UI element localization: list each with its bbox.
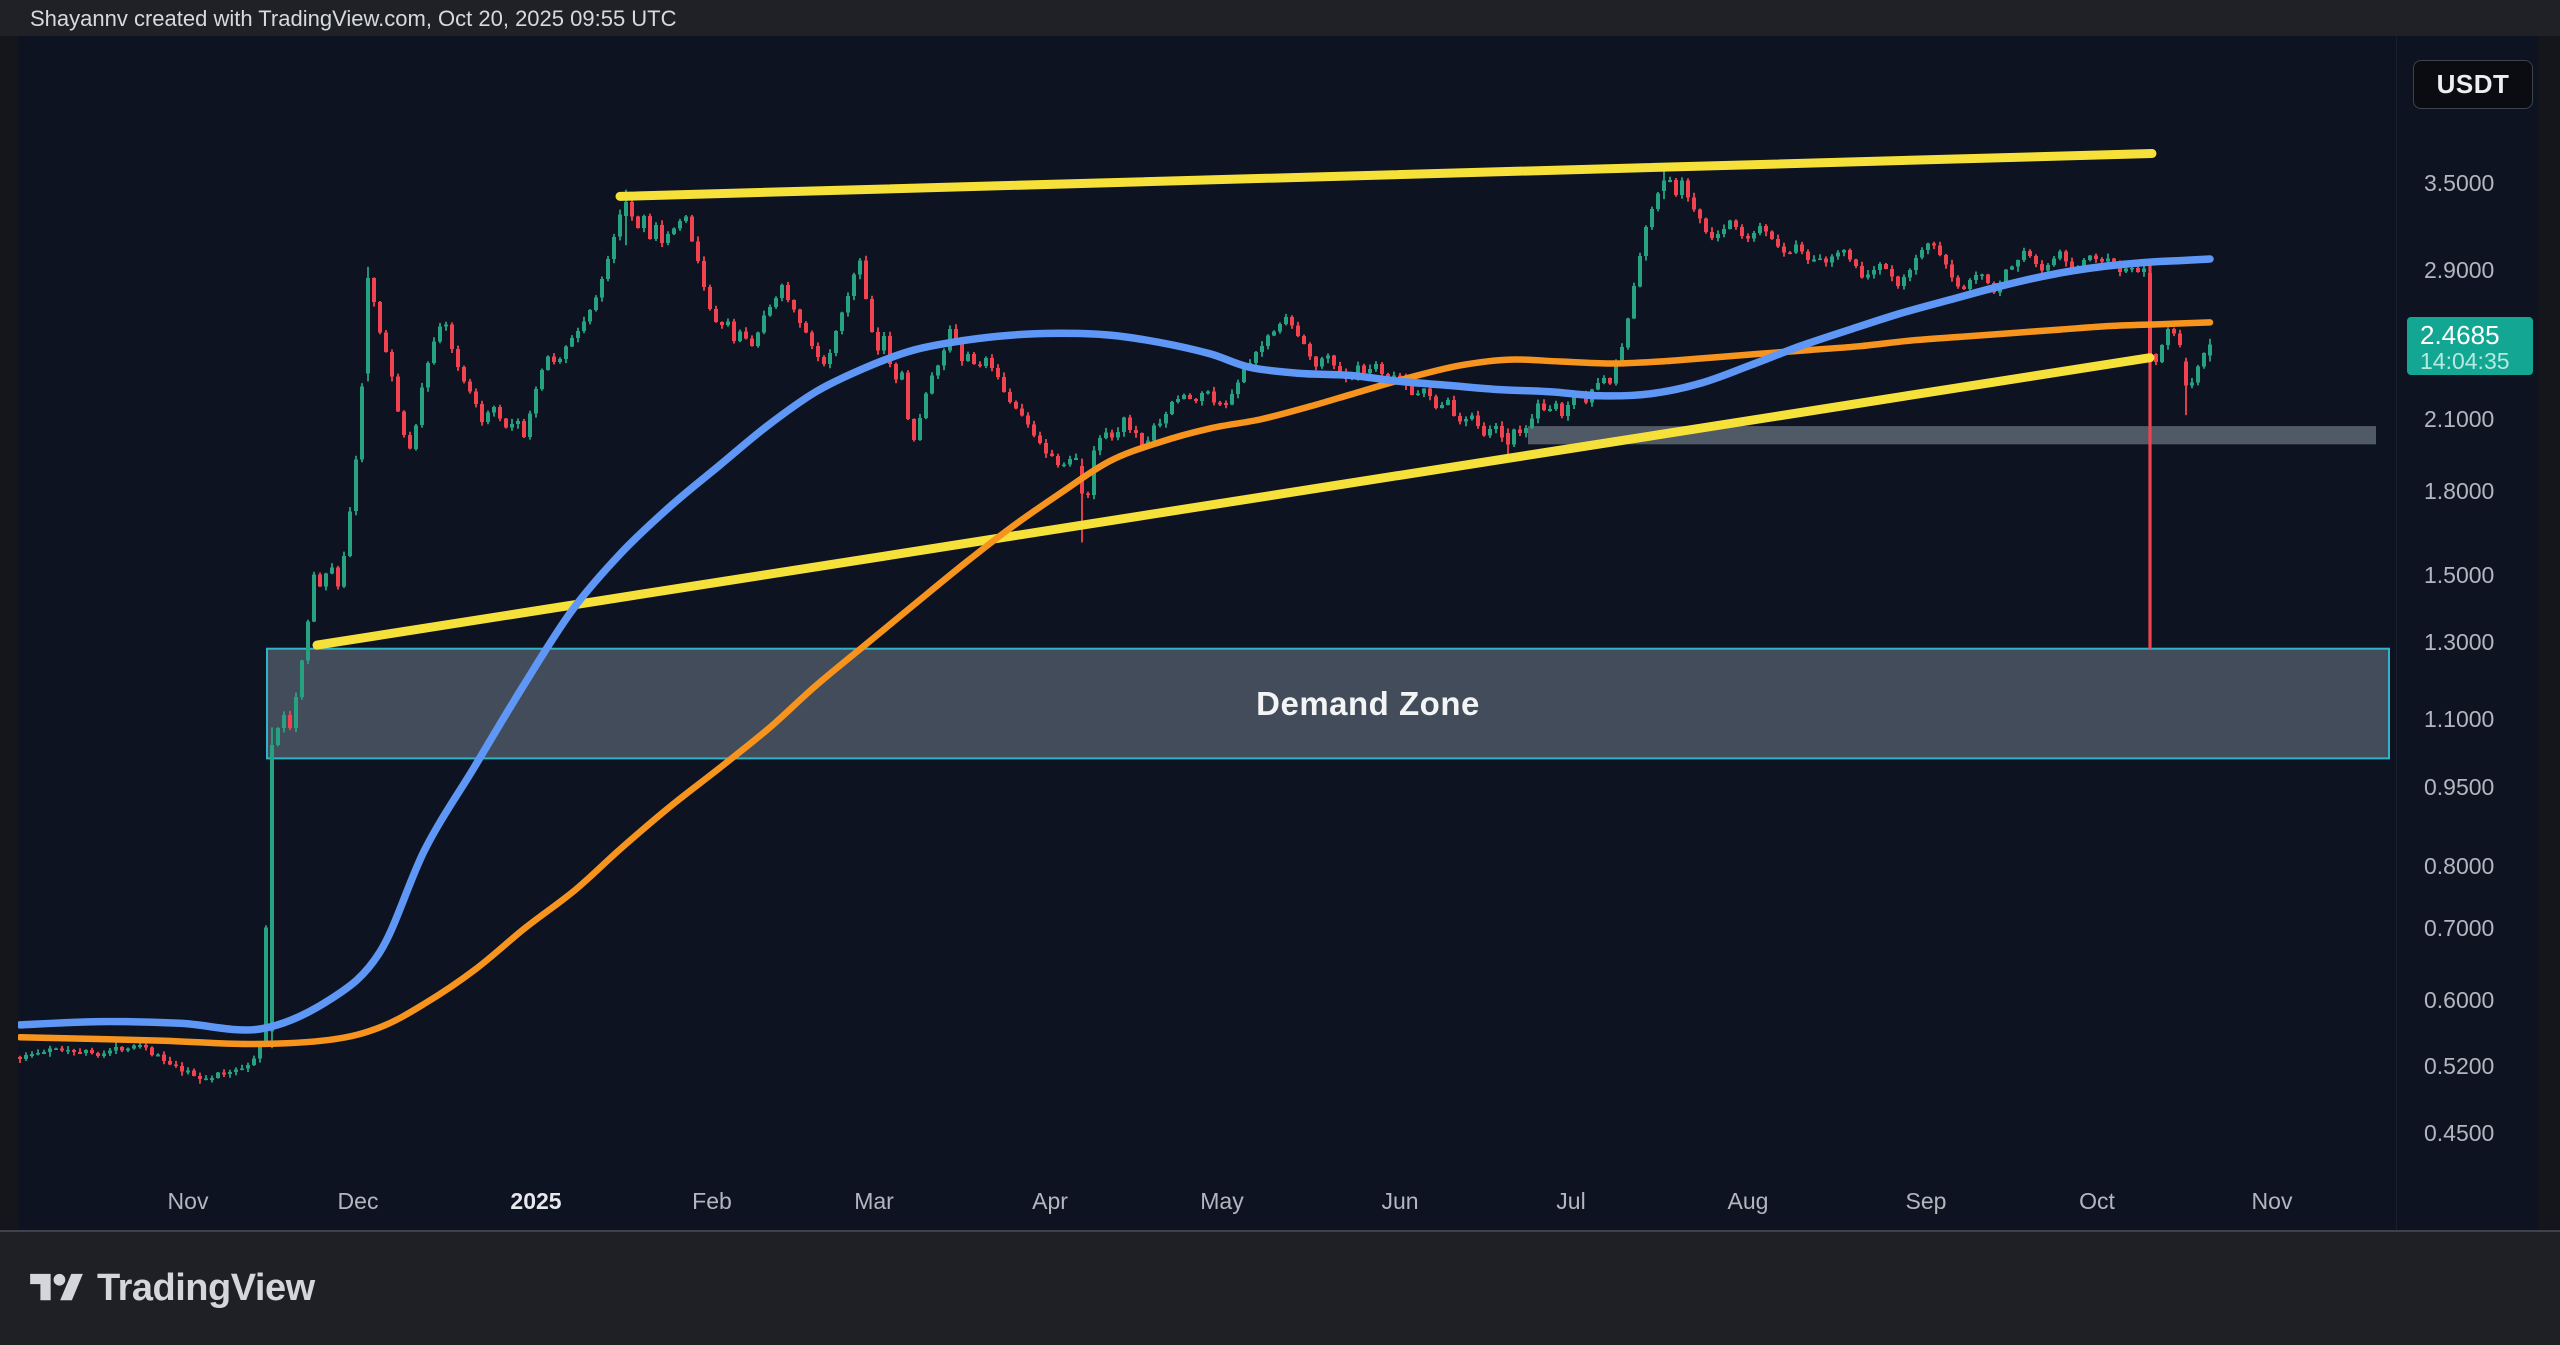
ma-orange-line[interactable] <box>16 319 2214 1048</box>
tradingview-wordmark: TradingView <box>97 1267 315 1309</box>
price-tick-label: 2.1000 <box>2424 406 2495 432</box>
price-tick-label: 0.5200 <box>2424 1053 2495 1079</box>
time-axis-label: Oct <box>2079 1188 2115 1214</box>
price-tick-label: 1.8000 <box>2424 478 2495 504</box>
current-price-badge: 2.4685 14:04:35 <box>2407 317 2533 375</box>
trendline-upper-resistance[interactable] <box>615 149 2157 201</box>
time-axis-label: Dec <box>337 1188 379 1214</box>
price-tick-label: 0.4500 <box>2424 1120 2495 1146</box>
trendline-ascending-support[interactable] <box>312 353 2155 650</box>
time-axis-label: Jun <box>1381 1188 1419 1214</box>
demand-zone[interactable] <box>266 647 2390 760</box>
time-axis-label: Feb <box>692 1188 732 1214</box>
attribution-text: Shayannv created with TradingView.com, O… <box>30 6 677 31</box>
price-tick-label: 0.8000 <box>2424 853 2495 879</box>
candle-wicks-up <box>25 163 2211 1083</box>
time-axis-label: Sep <box>1905 1188 1947 1214</box>
gray-supply-box[interactable] <box>1528 426 2376 445</box>
time-axis-label: Nov <box>167 1188 209 1214</box>
time-axis[interactable]: Nov Dec 2025 Feb Mar Apr May Jun Jul Aug Sep Oct Nov <box>18 1168 2396 1230</box>
tradingview-logo[interactable]: TradingView <box>30 1267 315 1310</box>
footer: TradingView <box>0 1232 2560 1345</box>
time-axis-label: Aug <box>1727 1188 1769 1214</box>
price-tick-label: 0.7000 <box>2424 915 2495 941</box>
candle-wicks-down <box>19 178 2187 1084</box>
bar-countdown: 14:04:35 <box>2420 348 2510 374</box>
candles-down <box>17 180 2189 1080</box>
price-chart-svg[interactable] <box>16 36 2396 1168</box>
symbol-badge-label: USDT <box>2436 69 2510 99</box>
time-axis-label: Jul <box>1556 1188 1586 1214</box>
price-tick-label: 0.9500 <box>2424 774 2495 800</box>
symbol-badge: USDT <box>2413 60 2533 109</box>
price-tick-label: 3.5000 <box>2424 170 2495 196</box>
demand-zone-label: Demand Zone <box>1256 685 1480 722</box>
price-tick-label: 2.9000 <box>2424 257 2495 283</box>
price-tick-label: 1.5000 <box>2424 562 2495 588</box>
ma-blue-line[interactable] <box>16 255 2214 1034</box>
chart-plot-area[interactable]: Demand Zone <box>16 36 2396 1168</box>
price-tick-label: 1.3000 <box>2424 629 2495 655</box>
tradingview-mark-icon <box>30 1273 83 1301</box>
price-tick-label: 0.6000 <box>2424 987 2495 1013</box>
price-tick-label: 1.1000 <box>2424 706 2495 732</box>
time-axis-label: Nov <box>2251 1188 2293 1214</box>
current-price-value: 2.4685 <box>2420 320 2500 350</box>
time-axis-label: May <box>1200 1188 1244 1214</box>
chart-background <box>18 36 2538 1230</box>
time-axis-label: 2025 <box>510 1188 562 1214</box>
price-axis[interactable]: USDT 2.4685 14:04:35 3.5000 2.9000 2.1000 1… <box>2396 36 2539 1230</box>
chart-region: Demand Zone Nov Dec 2025 Feb Mar Apr May Jun Jul… <box>0 36 2560 1232</box>
time-axis-label: Apr <box>1032 1188 1068 1214</box>
top-bar: Shayannv created with TradingView.com, O… <box>0 0 2560 36</box>
time-axis-label: Mar <box>854 1188 894 1214</box>
